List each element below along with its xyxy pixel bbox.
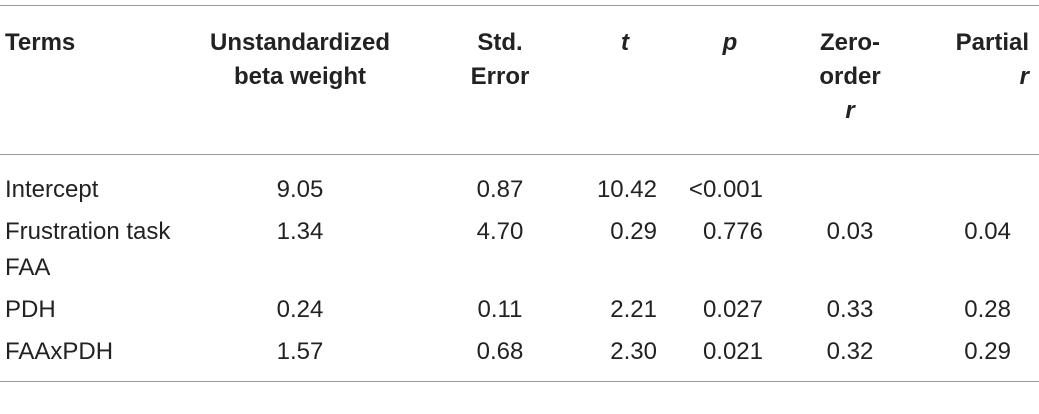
value-cell: 0.776 <box>702 218 763 245</box>
header-cell: t <box>575 6 675 155</box>
table-row: Frustration task FAA 1.34 4.70 0.29 0.776 0.0… <box>0 208 1039 286</box>
value-cell: 0.03 <box>826 218 874 245</box>
value-cell <box>785 155 915 209</box>
header-cell: Unstandardized beta weight <box>175 6 425 155</box>
header-cell: Zero-order r <box>785 6 915 155</box>
header-text: Zero- <box>820 29 880 56</box>
value-cell: 2.30 <box>610 338 657 365</box>
term-cell: Frustration task FAA <box>5 218 171 281</box>
value-cell: 0.24 <box>276 296 324 323</box>
header-text: r <box>1019 63 1029 90</box>
header-text: r <box>845 97 855 124</box>
value-cell <box>915 155 1039 209</box>
value-cell: 0.021 <box>702 338 763 365</box>
table-body: Intercept 9.05 0.87 10.42 <0.001 Frustration … <box>0 155 1039 382</box>
header-text: p <box>722 29 738 56</box>
value-cell: 0.87 <box>476 176 524 203</box>
header-text: Unstandardized <box>209 29 391 56</box>
header-cell: Terms <box>0 6 175 155</box>
value-cell: 0.29 <box>610 218 657 245</box>
results-table: Terms Unstandardized beta weight Std. Erro… <box>0 5 1039 382</box>
header-text: order <box>819 63 881 90</box>
header-cell: Partial r <box>915 6 1039 155</box>
header-text: Partial <box>955 29 1029 56</box>
term-cell: Intercept <box>5 176 99 203</box>
value-cell: 0.33 <box>826 296 874 323</box>
value-cell: 0.04 <box>964 218 1011 245</box>
value-cell: 0.28 <box>964 296 1011 323</box>
header-text: Error <box>470 63 530 90</box>
value-cell: <0.001 <box>688 176 763 203</box>
value-cell: 0.29 <box>964 338 1011 365</box>
term-cell: PDH <box>5 296 56 323</box>
value-cell: 2.21 <box>610 296 657 323</box>
value-cell: 1.57 <box>276 338 324 365</box>
value-cell: 0.027 <box>702 296 763 323</box>
table-row: PDH 0.24 0.11 2.21 0.027 0.33 0.28 <box>0 286 1039 328</box>
table-row: Intercept 9.05 0.87 10.42 <0.001 <box>0 155 1039 209</box>
value-cell: 0.32 <box>826 338 874 365</box>
header-cell: p <box>675 6 785 155</box>
header-cell: Std. Error <box>425 6 575 155</box>
value-cell: 0.11 <box>477 296 523 323</box>
value-cell: 0.68 <box>476 338 524 365</box>
header-text: beta weight <box>233 63 366 90</box>
header-text: Std. <box>477 29 523 56</box>
header-text: t <box>621 29 629 56</box>
header-text: Terms <box>5 29 76 56</box>
value-cell: 9.05 <box>276 176 324 203</box>
header-row: Terms Unstandardized beta weight Std. Erro… <box>0 5 1039 155</box>
term-cell: FAAxPDH <box>5 338 114 365</box>
table-row: FAAxPDH 1.57 0.68 2.30 0.021 0.32 0.29 <box>0 328 1039 382</box>
value-cell: 4.70 <box>476 218 524 245</box>
value-cell: 10.42 <box>596 176 657 203</box>
value-cell: 1.34 <box>276 218 324 245</box>
